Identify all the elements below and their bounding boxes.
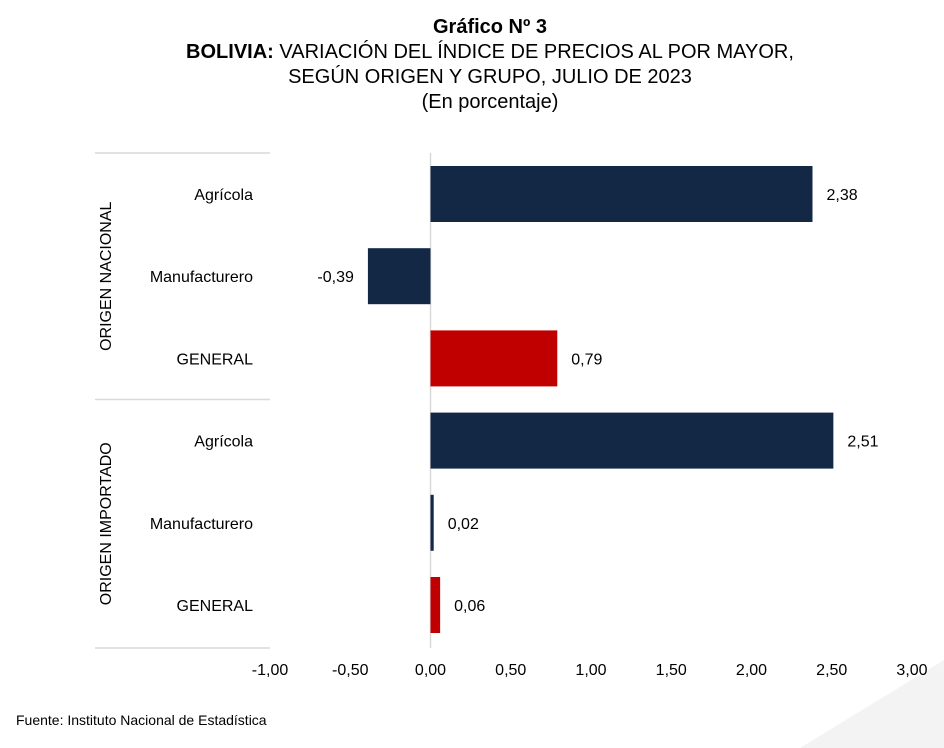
data-label: 2,51 bbox=[847, 434, 878, 451]
category-label: Manufacturero bbox=[150, 516, 253, 533]
x-tick-label: 1,00 bbox=[575, 662, 606, 679]
bar bbox=[367, 248, 431, 305]
bar bbox=[430, 166, 813, 222]
x-tick-label: -1,00 bbox=[252, 662, 289, 679]
data-label: 2,38 bbox=[826, 187, 857, 204]
x-tick-label: 2,50 bbox=[816, 662, 847, 679]
x-tick-label: 2,00 bbox=[736, 662, 767, 679]
chart-title-subtitle: SEGÚN ORIGEN Y GRUPO, JULIO DE 2023 bbox=[288, 66, 692, 88]
data-label: 0,79 bbox=[571, 351, 602, 368]
category-label: GENERAL bbox=[177, 598, 254, 615]
chart-title-country: BOLIVIA: bbox=[186, 41, 274, 63]
x-tick-label: 0,50 bbox=[495, 662, 526, 679]
category-label: Agrícola bbox=[194, 434, 253, 451]
x-tick-label: 0,00 bbox=[415, 662, 446, 679]
bar bbox=[430, 330, 558, 387]
x-tick-label: 3,00 bbox=[896, 662, 927, 679]
data-label: -0,39 bbox=[317, 269, 354, 286]
x-tick-label: 1,50 bbox=[656, 662, 687, 679]
chart-title-main: BOLIVIA: VARIACIÓN DEL ÍNDICE DE PRECIOS… bbox=[0, 40, 944, 65]
x-tick-label: -0,50 bbox=[332, 662, 369, 679]
chart-title-units: (En porcentaje) bbox=[421, 91, 559, 113]
data-label: 0,02 bbox=[448, 516, 479, 533]
chart-title: Gráfico Nº 3 BOLIVIA: VARIACIÓN DEL ÍNDI… bbox=[0, 14, 944, 115]
data-label: 0,06 bbox=[454, 598, 485, 615]
source-note: Fuente: Instituto Nacional de Estadístic… bbox=[16, 712, 267, 728]
chart-title-number: Gráfico Nº 3 bbox=[432, 16, 547, 38]
category-label: Agrícola bbox=[194, 187, 253, 204]
bar bbox=[430, 577, 441, 633]
group-label: ORIGEN IMPORTADO bbox=[98, 442, 115, 605]
bar bbox=[430, 494, 434, 551]
category-label: GENERAL bbox=[177, 351, 254, 368]
group-label: ORIGEN NACIONAL bbox=[98, 201, 115, 350]
category-label: Manufacturero bbox=[150, 269, 253, 286]
bar bbox=[430, 412, 834, 469]
chart-title-description: VARIACIÓN DEL ÍNDICE DE PRECIOS AL POR M… bbox=[273, 41, 794, 63]
